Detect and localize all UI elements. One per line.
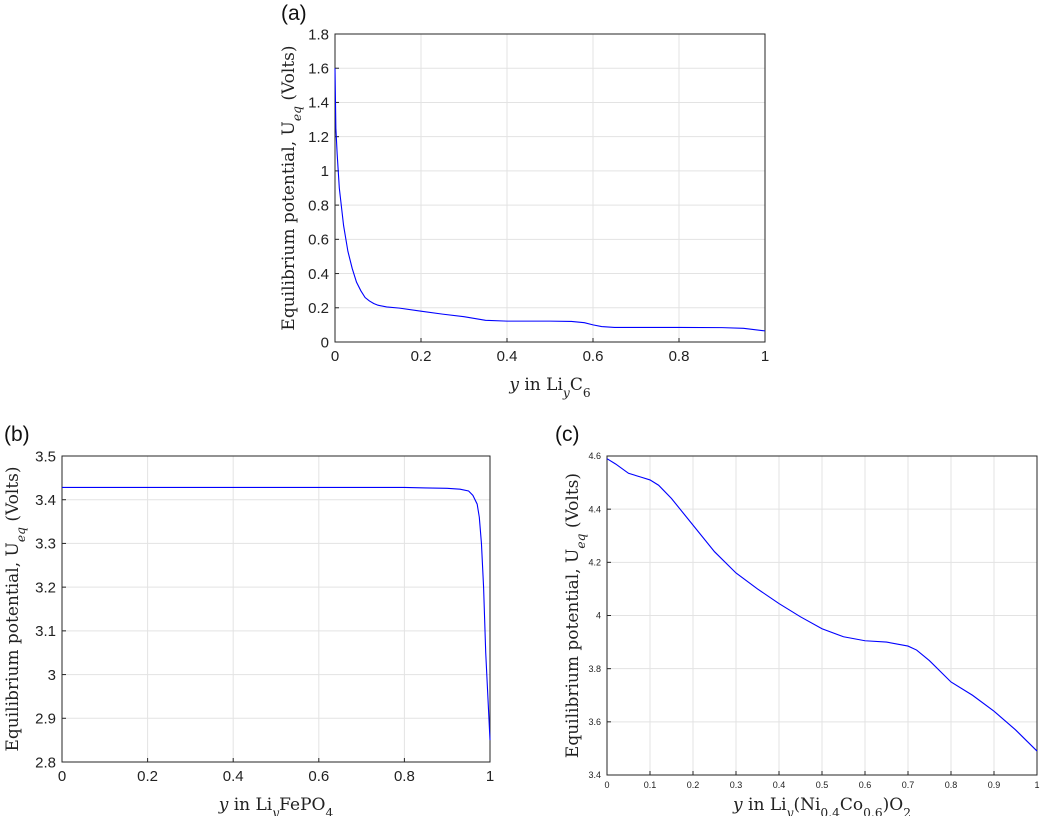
x-tick-label: 0 (58, 768, 66, 785)
y-tick-label: 3.1 (35, 623, 56, 640)
x-tick-label: 0.3 (730, 780, 743, 790)
x-tick-label: 0.4 (773, 780, 786, 790)
y-tick-label: 2.8 (35, 754, 56, 771)
x-tick-label: 0.6 (859, 780, 872, 790)
x-tick-label: 0.6 (308, 768, 329, 785)
y-axis-label: Equilibrium potential, Ueq (Volts) (563, 473, 588, 758)
y-tick-label: 1.6 (308, 60, 329, 77)
y-tick-label: 3.2 (35, 579, 56, 596)
y-tick-label: 4.6 (588, 451, 601, 461)
y-tick-label: 4.2 (588, 557, 601, 567)
x-axis-label: y in LiyC6 (508, 375, 590, 400)
x-tick-label: 0.8 (945, 780, 958, 790)
y-axis-label: Equilibrium potential, Ueq (Volts) (3, 466, 28, 751)
y-tick-label: 0.4 (308, 266, 329, 283)
y-tick-label: 3.4 (35, 492, 56, 509)
y-tick-label: 1.2 (308, 129, 329, 146)
x-tick-label: 1 (1034, 780, 1039, 790)
x-tick-label: 0.2 (687, 780, 700, 790)
y-tick-label: 0 (321, 334, 329, 351)
y-tick-label: 1.4 (308, 95, 329, 112)
plot-frame (61, 455, 491, 763)
x-tick-label: 0.9 (988, 780, 1001, 790)
chart-panel-0: 0 0.2 0.4 0.6 0.8 1 0 0.2 0.4 0.6 0.8 1 1.2 1.4 1.6 1.8… (279, 2, 769, 400)
series-line (62, 486, 491, 741)
x-tick-label: 0.4 (223, 768, 244, 785)
x-tick-label: 0.4 (497, 348, 518, 365)
y-tick-label: 4 (596, 611, 601, 621)
x-tick-label: 0.8 (394, 768, 415, 785)
y-tick-label: 3.6 (588, 717, 601, 727)
y-tick-label: 1.8 (308, 26, 329, 43)
y-axis-label: Equilibrium potential, Ueq (Volts) (279, 45, 304, 330)
x-tick-label: 0.2 (137, 768, 158, 785)
y-tick-label: 1 (321, 163, 329, 180)
y-tick-label: 3.8 (588, 664, 601, 674)
panel-label: (a) (281, 2, 307, 25)
x-axis-label: y in Liy(Ni0.4Co0.6)O2 (732, 795, 911, 816)
panel-label: (b) (4, 423, 30, 446)
x-tick-label: 0.5 (816, 780, 829, 790)
chart-panel-2: 0 0.1 0.2 0.3 0.4 0.5 0.6 0.7 0.8 0.9 1 3.4 3.6 3.8 4 4… (555, 423, 1040, 816)
x-tick-label: 0.7 (902, 780, 915, 790)
x-tick-label: 0 (331, 348, 339, 365)
y-tick-label: 0.6 (308, 232, 329, 249)
y-tick-label: 0.8 (308, 197, 329, 214)
y-tick-label: 3 (48, 667, 56, 684)
y-tick-label: 0.2 (308, 300, 329, 317)
x-axis-label: y in LiyFePO4 (218, 795, 334, 816)
x-tick-label: 0.2 (411, 348, 432, 365)
series-line (606, 458, 1038, 752)
x-tick-label: 0.6 (583, 348, 604, 365)
y-tick-label: 3.4 (588, 770, 601, 780)
x-tick-label: 1 (761, 348, 769, 365)
x-tick-label: 0.1 (644, 780, 657, 790)
x-tick-label: 0 (604, 780, 609, 790)
panel-label: (c) (555, 423, 580, 446)
y-tick-label: 3.5 (35, 448, 56, 465)
x-tick-label: 1 (486, 768, 494, 785)
x-tick-label: 0.8 (669, 348, 690, 365)
plot-frame (334, 33, 766, 343)
series-line (334, 68, 766, 332)
y-tick-label: 4.4 (588, 504, 601, 514)
y-tick-label: 2.9 (35, 711, 56, 728)
y-tick-label: 3.3 (35, 536, 56, 553)
chart-panel-1: 0 0.2 0.4 0.6 0.8 1 2.8 2.9 3 3.1 3.2 3.3 3.4 3.5 (b) E… (3, 423, 494, 816)
